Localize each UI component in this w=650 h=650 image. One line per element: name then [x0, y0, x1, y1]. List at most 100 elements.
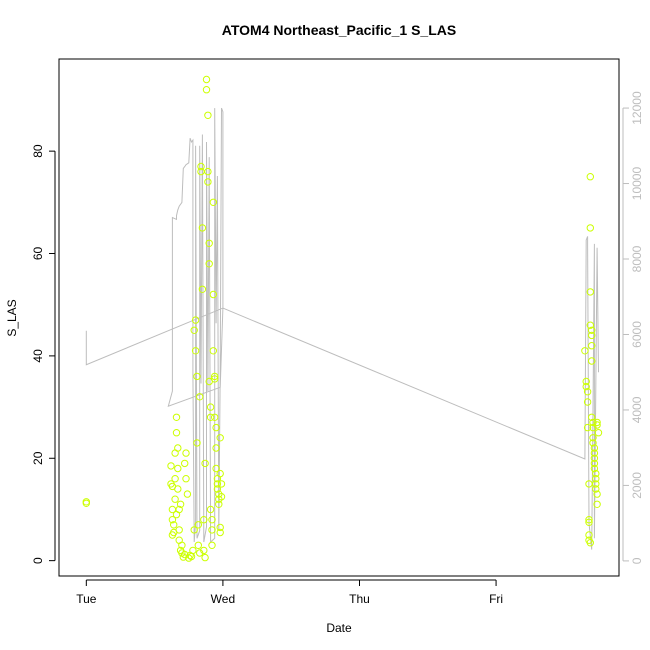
- y-axis-left: 0 20 40 60 80: [31, 144, 56, 564]
- data-point: [594, 429, 603, 437]
- data-point: [216, 528, 224, 537]
- x-axis-label: Date: [326, 621, 352, 635]
- data-point: [204, 167, 212, 176]
- y-axis-right: 0 2000 4000 6000 8000 10000 12000: [622, 91, 644, 564]
- data-point: [204, 178, 212, 186]
- chart-title: ATOM4 Northeast_Pacific_1 S_LAS: [222, 22, 456, 38]
- data-point: [175, 526, 183, 534]
- data-point: [198, 285, 207, 293]
- data-point: [82, 499, 91, 507]
- y2-tick-label: 2000: [630, 472, 644, 499]
- data-point: [209, 290, 218, 299]
- data-point: [206, 505, 215, 514]
- x-tick-label: Thu: [349, 592, 370, 606]
- data-point: [593, 421, 601, 429]
- plot-border: [58, 58, 620, 577]
- data-point: [194, 521, 203, 529]
- data-point: [216, 434, 224, 442]
- data-point: [585, 516, 593, 524]
- data-point: [211, 413, 219, 421]
- data-point: [593, 418, 601, 427]
- data-point: [208, 541, 216, 549]
- data-point: [592, 469, 600, 478]
- x-tick-label: Fri: [489, 592, 503, 606]
- data-point: [182, 475, 190, 483]
- data-point: [191, 316, 200, 324]
- y-tick-label: 20: [31, 451, 45, 465]
- data-point: [592, 480, 600, 488]
- data-point: [190, 326, 198, 334]
- data-point: [592, 475, 600, 483]
- data-point: [183, 490, 192, 498]
- line-series: [85, 107, 599, 550]
- data-point: [588, 413, 596, 421]
- data-point: [593, 490, 601, 498]
- data-point: [593, 500, 601, 508]
- data-point: [201, 553, 209, 562]
- data-point: [171, 475, 179, 483]
- data-point: [590, 454, 599, 462]
- data-point: [168, 516, 177, 524]
- y2-tick-label: 0: [630, 557, 644, 564]
- data-point: [196, 393, 204, 401]
- plot-frame: [58, 58, 620, 577]
- data-point: [212, 423, 220, 432]
- y2-tick-label: 6000: [630, 321, 644, 348]
- y-tick-label: 0: [31, 557, 45, 564]
- y-tick-label: 40: [31, 349, 45, 363]
- data-point: [182, 449, 190, 457]
- data-point: [172, 413, 181, 421]
- data-point: [170, 521, 178, 529]
- data-point: [200, 516, 208, 524]
- data-point: [82, 498, 91, 506]
- data-point: [200, 546, 208, 555]
- data-point: [174, 485, 182, 493]
- data-point: [201, 459, 209, 468]
- data-point: [586, 173, 594, 181]
- data-point: [174, 464, 182, 473]
- series-line: [85, 107, 599, 550]
- data-point: [588, 357, 596, 365]
- data-point: [585, 518, 593, 526]
- data-point: [175, 505, 183, 514]
- data-point: [588, 331, 596, 340]
- data-point: [208, 526, 216, 534]
- data-point: [193, 439, 201, 447]
- data-point: [206, 413, 215, 421]
- data-point: [589, 423, 597, 432]
- y2-tick-label: 8000: [630, 245, 644, 272]
- data-point: [215, 500, 223, 508]
- data-point: [181, 459, 189, 468]
- data-point: [590, 444, 599, 452]
- y-tick-label: 80: [31, 144, 45, 158]
- data-point: [191, 347, 200, 355]
- data-point: [211, 375, 219, 383]
- data-point: [588, 326, 596, 334]
- data-point: [196, 549, 204, 557]
- data-point: [586, 321, 594, 329]
- data-point: [206, 403, 215, 411]
- data-point: [167, 462, 175, 470]
- data-point: [198, 224, 207, 232]
- data-point: [589, 418, 597, 427]
- data-point: [171, 495, 179, 503]
- y-axis-label: S_LAS: [5, 299, 19, 336]
- data-point: [582, 382, 590, 391]
- data-point: [583, 423, 592, 432]
- x-axis: Tue Wed Thu Fri: [76, 579, 503, 606]
- data-point: [590, 449, 599, 457]
- data-point: [193, 372, 201, 381]
- data-point: [585, 531, 593, 539]
- data-point: [586, 288, 594, 296]
- y-tick-label: 60: [31, 247, 45, 261]
- data-point: [213, 485, 222, 493]
- data-point: [208, 516, 216, 524]
- data-point: [209, 198, 218, 207]
- data-point: [590, 464, 599, 473]
- data-point: [586, 224, 594, 232]
- data-point: [197, 162, 205, 171]
- data-point: [172, 429, 181, 437]
- data-point: [589, 434, 597, 442]
- x-tick-label: Tue: [76, 592, 97, 606]
